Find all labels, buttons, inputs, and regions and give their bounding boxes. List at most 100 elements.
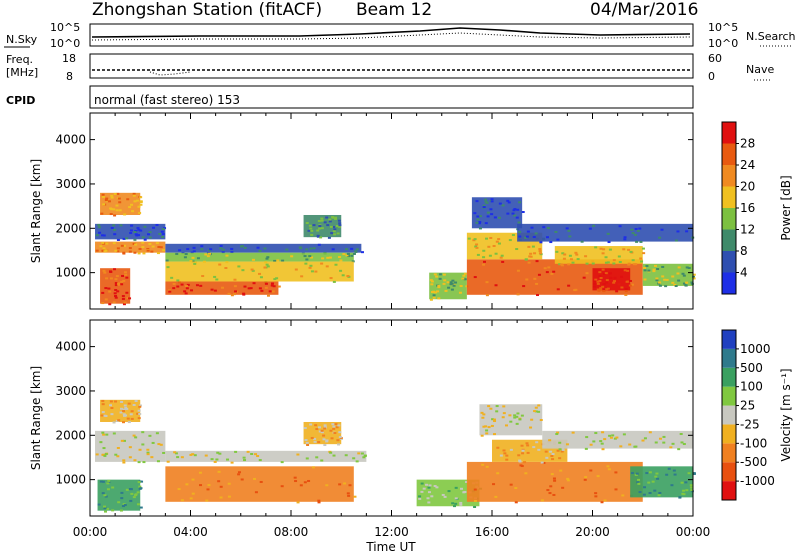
- heatmap-speckle: [122, 410, 126, 413]
- heatmap-speckle: [467, 237, 471, 240]
- colorbar-segment: [722, 443, 736, 463]
- heatmap-speckle: [516, 412, 520, 415]
- heatmap-speckle: [201, 275, 205, 278]
- power-colorbar: 4 8 12 16 20 24 28: [721, 121, 755, 295]
- heatmap-speckle: [352, 457, 356, 460]
- heatmap-speckle: [305, 441, 309, 444]
- heatmap-speckle: [495, 240, 499, 243]
- heatmap-speckle: [605, 279, 609, 282]
- heatmap-speckle: [508, 239, 512, 242]
- heatmap-speckle: [534, 406, 538, 409]
- heatmap-speckle: [152, 226, 156, 229]
- heatmap-speckle: [341, 274, 345, 277]
- heatmap-speckle: [307, 229, 311, 232]
- nsearch-label: N.Search: [746, 30, 796, 43]
- freq-tick-bottom: 8: [66, 70, 73, 83]
- heatmap-speckle: [271, 290, 275, 293]
- heatmap-speckle: [305, 248, 309, 251]
- heatmap-speckle: [117, 197, 121, 200]
- heatmap-speckle: [136, 412, 140, 415]
- heatmap-speckle: [285, 248, 289, 251]
- heatmap-speckle: [608, 248, 612, 251]
- heatmap-speckle: [429, 298, 433, 301]
- heatmap-speckle: [98, 231, 102, 234]
- heatmap-speckle: [613, 276, 617, 279]
- heatmap-speckle: [242, 293, 246, 296]
- heatmap-speckle: [685, 266, 689, 269]
- heatmap-speckle: [638, 227, 642, 230]
- heatmap-speckle: [594, 432, 598, 435]
- y-tick-label: 1000: [55, 266, 86, 280]
- heatmap-speckle: [449, 281, 453, 284]
- heatmap-speckle: [601, 252, 605, 255]
- heatmap-speckle: [434, 291, 438, 294]
- heatmap-speckle: [493, 420, 497, 423]
- heatmap-speckle: [599, 288, 603, 291]
- heatmap-speckle: [346, 255, 350, 258]
- heatmap-speckle: [635, 240, 639, 243]
- heatmap-speckle: [107, 479, 111, 482]
- heatmap-speckle: [123, 301, 127, 304]
- heatmap-speckle: [687, 267, 691, 270]
- heatmap-speckle: [685, 230, 689, 233]
- heatmap-speckle: [508, 414, 512, 417]
- heatmap-speckle: [234, 450, 238, 453]
- heatmap-speckle: [473, 499, 477, 502]
- heatmap-speckle: [310, 270, 314, 273]
- heatmap-speckle: [515, 216, 519, 219]
- heatmap-speckle: [620, 275, 624, 278]
- heatmap-speckle: [102, 247, 106, 250]
- heatmap-speckle: [451, 502, 455, 505]
- heatmap-speckle: [531, 245, 535, 248]
- heatmap-speckle: [525, 235, 529, 238]
- heatmap-speckle: [106, 488, 110, 491]
- heatmap-speckle: [643, 437, 647, 440]
- heatmap-speckle: [128, 297, 132, 300]
- heatmap-speckle: [112, 224, 116, 227]
- heatmap-speckle: [116, 455, 120, 458]
- heatmap-speckle: [258, 250, 262, 253]
- heatmap-speckle: [607, 468, 611, 471]
- heatmap-speckle: [642, 493, 646, 496]
- heatmap-speckle: [346, 252, 350, 255]
- heatmap-speckle: [138, 405, 142, 408]
- heatmap-speckle: [119, 407, 123, 410]
- heatmap-speckle: [196, 257, 200, 260]
- freq-label: Freq.: [6, 53, 33, 66]
- heatmap-speckle: [497, 238, 501, 241]
- heatmap-speckle: [230, 251, 234, 254]
- y-tick-label: 2000: [55, 221, 86, 235]
- time-tick-label: 16:00: [475, 525, 510, 539]
- heatmap-speckle: [108, 290, 112, 293]
- colorbar-segment: [722, 348, 736, 368]
- heatmap-speckle: [487, 245, 491, 248]
- heatmap-speckle: [146, 247, 150, 250]
- heatmap-speckle: [314, 270, 318, 273]
- heatmap-speckle: [219, 485, 223, 488]
- heatmap-speckle: [243, 285, 247, 288]
- heatmap-speckle: [422, 487, 426, 490]
- heatmap-speckle: [630, 283, 634, 286]
- heatmap-speckle: [569, 258, 573, 261]
- heatmap-speckle: [689, 484, 693, 487]
- heatmap-speckle: [132, 496, 136, 499]
- heatmap-speckle: [562, 257, 566, 260]
- heatmap-speckle: [609, 276, 613, 279]
- heatmap-speckle: [296, 453, 300, 456]
- heatmap-speckle: [511, 212, 515, 215]
- heatmap-speckle: [280, 485, 284, 488]
- power-heatmap: [95, 192, 696, 306]
- heatmap-speckle: [280, 461, 284, 464]
- heatmap-speckle: [225, 254, 229, 257]
- heatmap-speckle: [438, 273, 442, 276]
- heatmap-speckle: [663, 278, 667, 281]
- colorbar-segment: [722, 462, 736, 482]
- heatmap-speckle: [671, 275, 675, 278]
- heatmap-speckle: [251, 258, 255, 261]
- heatmap-speckle: [452, 284, 456, 287]
- heatmap-speckle: [594, 492, 598, 495]
- heatmap-speckle: [124, 273, 128, 276]
- heatmap-speckle: [355, 248, 359, 251]
- heatmap-speckle: [682, 443, 686, 446]
- heatmap-speckle: [338, 224, 342, 227]
